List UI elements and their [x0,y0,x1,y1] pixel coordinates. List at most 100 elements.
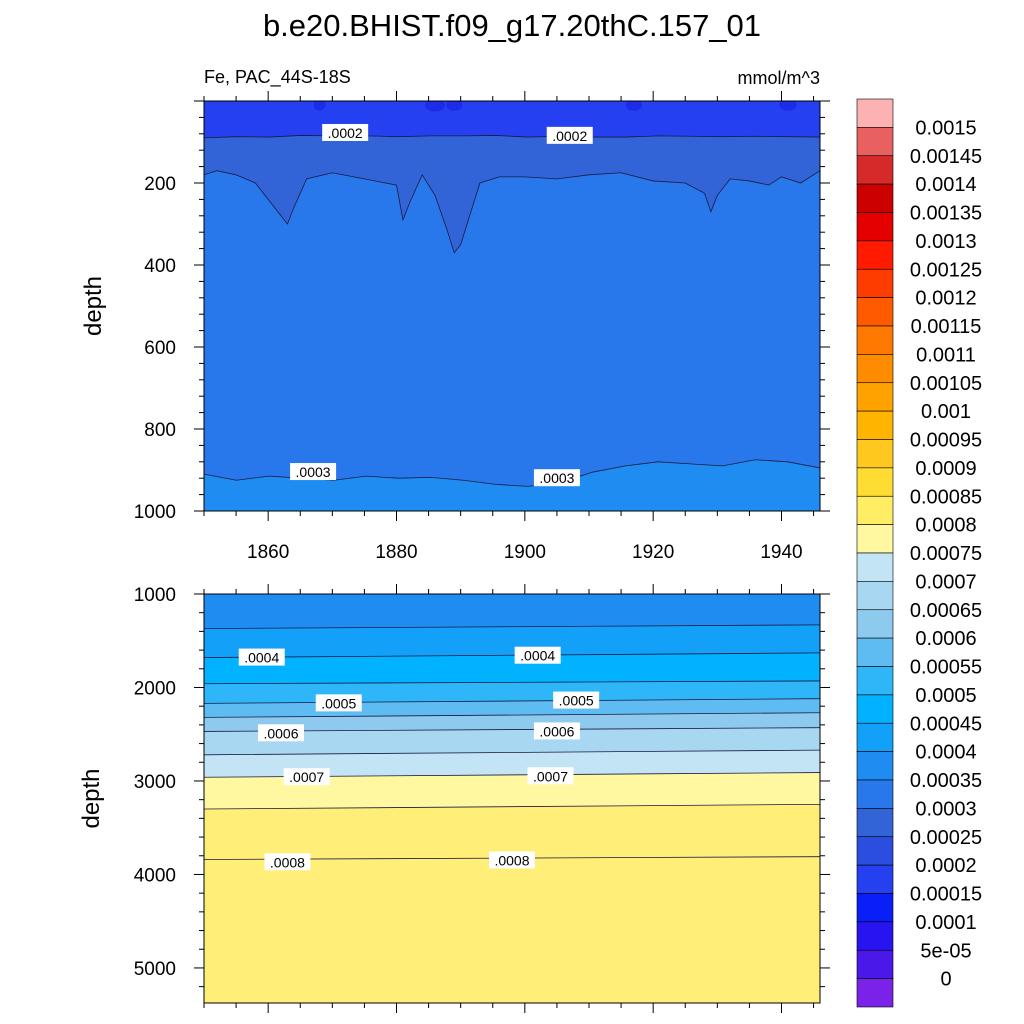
contour-label: .0002 [546,126,593,144]
y-tick-label: 5000 [134,959,176,980]
surface-patch [313,101,326,111]
colorbar-box [856,268,894,298]
plot-area: .0004 .0004 .0005 .0005 .0006 .0006 .0007 .0007… [204,594,820,1003]
upper-panel: .0002 .0002 .0003 .0003 1860 1880 1900 1920 1940… [80,91,830,563]
x-tick-label: 1940 [760,542,802,563]
colorbar-box [856,155,894,185]
x-tick-label: 1860 [247,542,289,563]
colorbar-box [856,98,894,128]
colorbar-box [856,297,894,327]
plot-frame [203,100,821,512]
colorbar-box [856,382,894,412]
colorbar-box [856,694,894,724]
contour-label: .0003 [533,469,580,487]
colorbar-box [856,552,894,582]
colorbar-label: 0.00045 [910,713,982,735]
x-tick-label: 1900 [504,542,546,563]
plot-area: .0002 .0002 .0003 .0003 [204,101,820,511]
colorbar-label: 0.00125 [910,259,982,281]
y-axis-label: depth [78,768,105,828]
contour-label: .0006 [258,724,304,742]
colorbar: 0.0015 0.00145 0.0014 0.00135 0.0013 0.00125 0… [856,98,982,1008]
contour-label: .0005 [553,691,600,709]
colorbar-label: 0.00015 [910,884,982,906]
chart-title: b.e20.BHIST.f09_g17.20thC.157_01 [263,8,761,43]
plot-frame [203,593,821,1004]
contour-line-0.0004 [204,652,820,658]
colorbar-label: 0.001 [921,401,971,423]
colorbar-label: 0.0007 [915,571,976,593]
contour-label: .0004 [514,646,561,664]
colorbar-label: 0.00105 [910,373,982,395]
colorbar-box [856,637,894,667]
colorbar-box [856,325,894,355]
contour-line-0.0002 [204,135,820,139]
contour-label-text: .0008 [494,852,529,868]
colorbar-box [856,495,894,525]
colorbar-box [856,183,894,213]
colorbar-box [856,666,894,696]
contour-label-text: .0007 [533,768,568,784]
contour-line-0.00065 [204,749,820,756]
colorbar-label: 0 [940,969,951,991]
colorbar-label: 0.0006 [915,628,976,650]
contour-label: .0007 [527,767,574,785]
contour-line-0.00025 [204,170,820,254]
contour-label-text: .0008 [270,854,305,870]
colorbar-box [856,722,894,752]
y-tick-label: 200 [144,174,176,195]
colorbar-box [856,864,894,894]
colorbar-box [856,410,894,440]
colorbar-box [856,467,894,497]
contour-line-0.0005 [204,698,820,704]
colorbar-label: 5e-05 [920,940,971,962]
colorbar-label: 0.0002 [915,855,976,877]
colorbar-label: 0.00145 [910,146,982,168]
contour-label-text: .0005 [559,693,594,709]
colorbar-label: 0.00035 [910,770,982,792]
contour-label: .0006 [533,722,580,740]
surface-patch [425,101,445,112]
band-0.0003-0.00035 [204,459,820,511]
colorbar-label: 0.0009 [915,458,976,480]
y-tick-label: 600 [144,338,176,359]
contour-label-text: .0007 [289,769,324,785]
colorbar-label: 0.00055 [910,657,982,679]
colorbar-label: 0.0011 [916,344,976,366]
colorbar-box [856,240,894,270]
colorbar-box [856,978,894,1008]
colorbar-label: 0.00135 [910,203,982,225]
colorbar-label: 0.00115 [911,316,982,338]
y-tick-label: 1000 [134,502,176,523]
contour-label-text: .0004 [520,648,555,664]
colorbar-box [856,893,894,923]
surface-patch [446,101,463,112]
x-tick-label: 1880 [375,542,417,563]
colorbar-label: 0.00025 [910,827,982,849]
contour-line-0.00045 [204,680,820,685]
lower-panel: .0004 .0004 .0005 .0005 .0006 .0006 .0007 .0007… [78,584,830,1013]
colorbar-box [856,524,894,554]
surface-patch [779,101,797,111]
colorbar-label: 0.00095 [910,430,982,452]
contour-line-0.00075 [204,803,820,810]
contour-label-text: .0005 [321,695,356,711]
colorbar-box [856,212,894,242]
colorbar-box [856,581,894,611]
colorbar-label: 0.0014 [915,174,976,196]
contour-label-text: .0006 [263,725,298,741]
contour-label-text: .0006 [539,723,574,739]
contour-label-text: .0003 [539,470,574,486]
contour-line-0.00055 [204,712,820,718]
y-tick-label: 4000 [134,865,176,886]
y-tick-label: 800 [144,420,176,441]
colorbar-label: 0.0001 [915,912,976,934]
band-0.00025-0.0003 [204,170,820,511]
contour-label: .0005 [315,694,362,712]
contour-label: .0008 [489,851,535,869]
colorbar-box [856,949,894,979]
contour-label-text: .0002 [328,125,363,141]
contour-label: .0002 [322,123,369,141]
contour-label: .0007 [283,768,330,786]
